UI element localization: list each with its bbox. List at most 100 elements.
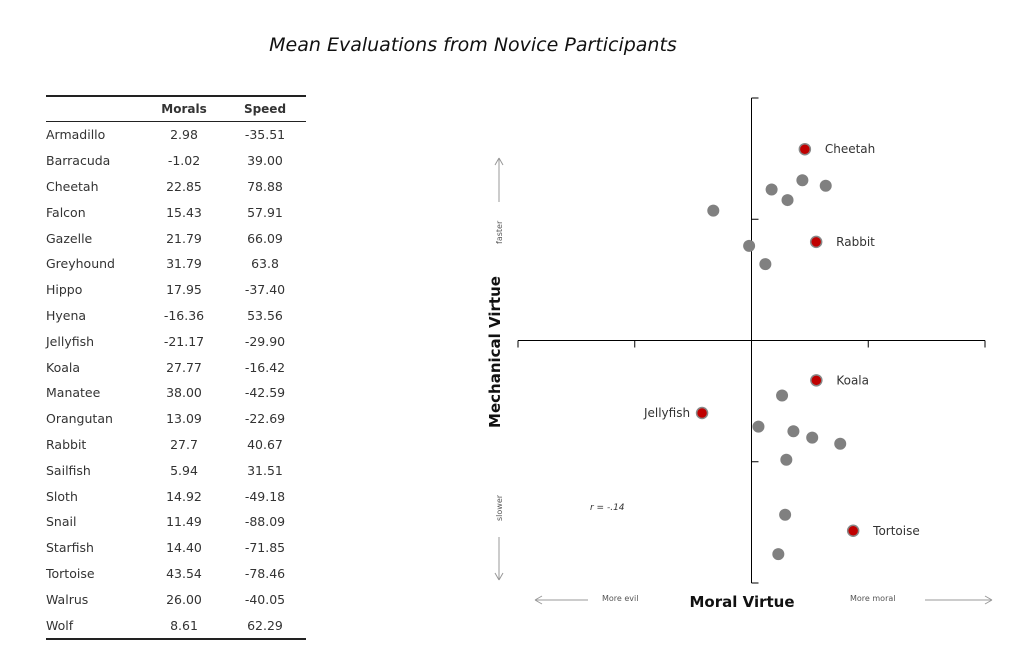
correlation-annotation: r = -.14 [590, 503, 625, 513]
table-row: Hyena -16.36 53.56 [46, 303, 306, 329]
table-row: Snail 11.49 -88.09 [46, 509, 306, 535]
data-point-highlight [798, 142, 812, 156]
cell-speed: -88.09 [244, 514, 286, 530]
cell-speed: 57.91 [247, 204, 283, 220]
data-point [759, 258, 772, 271]
data-point-label: Cheetah [825, 142, 875, 156]
header-speed: Speed [224, 95, 306, 122]
cell-morals: 14.92 [166, 488, 202, 504]
table-row: Hippo 17.95 -37.40 [46, 277, 306, 303]
cell-speed: -29.90 [244, 333, 286, 349]
cell-morals: 14.40 [166, 540, 202, 556]
cell-morals: 15.43 [166, 204, 202, 220]
cell-morals: 27.7 [170, 436, 198, 452]
arrow-right-head [984, 595, 993, 605]
cell-speed: 31.51 [247, 462, 283, 478]
chart-title: Mean Evaluations from Novice Participant… [269, 34, 677, 56]
data-point-highlight [846, 524, 860, 538]
label-more-moral: More moral [850, 594, 895, 603]
cell-morals: 26.00 [166, 591, 202, 607]
cell-animal: Barracuda [46, 153, 111, 169]
table-row: Jellyfish -21.17 -29.90 [46, 328, 306, 354]
cell-morals: 21.79 [166, 230, 202, 246]
cell-morals: -21.17 [163, 333, 205, 349]
data-point-highlight [809, 235, 823, 249]
cell-morals: 13.09 [166, 411, 202, 427]
arrow-down-head [494, 572, 504, 581]
cell-speed: -42.59 [244, 385, 286, 401]
data-point [752, 420, 765, 433]
cell-animal: Greyhound [46, 256, 115, 272]
data-point-label: Koala [836, 373, 869, 387]
table-row: Wolf 8.61 62.29 [46, 612, 306, 640]
cell-speed: -35.51 [244, 127, 286, 143]
data-point-label: Tortoise [872, 524, 920, 538]
data-point [780, 453, 793, 466]
cell-speed: 40.67 [247, 436, 283, 452]
header-morals: Morals [144, 95, 224, 122]
data-point [796, 174, 809, 187]
table-row: Starfish 14.40 -71.85 [46, 535, 306, 561]
label-more-evil: More evil [602, 594, 638, 603]
data-point-label: Rabbit [836, 235, 875, 249]
cell-morals: -1.02 [167, 153, 201, 169]
cell-animal: Tortoise [46, 565, 95, 581]
cell-animal: Hyena [46, 307, 87, 323]
cell-speed: -16.42 [244, 359, 286, 375]
data-point [743, 239, 756, 252]
cell-morals: 27.77 [166, 359, 202, 375]
cell-animal: Walrus [46, 591, 89, 607]
data-point [806, 431, 819, 444]
cell-animal: Snail [46, 514, 77, 530]
label-slower: slower [495, 494, 504, 521]
cell-morals: 38.00 [166, 385, 202, 401]
cell-speed: -78.46 [244, 565, 286, 581]
data-point-highlight [810, 374, 823, 387]
cell-morals: -16.36 [163, 307, 205, 323]
table-header-row: Morals Speed [46, 95, 306, 122]
table-row: Tortoise 43.54 -78.46 [46, 561, 306, 587]
cell-morals: 17.95 [166, 282, 202, 298]
cell-animal: Wolf [46, 612, 144, 640]
cell-animal: Cheetah [46, 178, 99, 194]
data-point [772, 548, 785, 561]
table-row: Walrus 26.00 -40.05 [46, 586, 306, 612]
data-point [707, 204, 720, 217]
table-row: Greyhound 31.79 63.8 [46, 251, 306, 277]
cell-speed: -22.69 [244, 411, 286, 427]
data-point [781, 194, 794, 207]
data-table: Morals Speed Armadillo 2.98 -35.51 Barracud… [46, 95, 306, 640]
table-row: Koala 27.77 -16.42 [46, 354, 306, 380]
cell-morals: 22.85 [166, 178, 202, 194]
table-row: Barracuda -1.02 39.00 [46, 148, 306, 174]
cell-animal: Orangutan [46, 411, 113, 427]
cell-morals: 11.49 [166, 514, 202, 530]
cell-animal: Hippo [46, 282, 83, 298]
data-point-label: Jellyfish [643, 406, 690, 420]
arrow-up-head [494, 157, 504, 166]
cell-animal: Armadillo [46, 127, 106, 143]
cell-speed: 63.8 [251, 256, 279, 272]
cell-animal: Jellyfish [46, 333, 95, 349]
cell-speed: 53.56 [247, 307, 283, 323]
cell-animal: Starfish [46, 540, 94, 556]
data-point [834, 437, 847, 450]
table-row: Sailfish 5.94 31.51 [46, 457, 306, 483]
cell-animal: Sailfish [46, 462, 91, 478]
table-row: Cheetah 22.85 78.88 [46, 174, 306, 200]
table-row: Rabbit 27.7 40.67 [46, 432, 306, 458]
cell-speed: -37.40 [244, 282, 286, 298]
table-row: Orangutan 13.09 -22.69 [46, 406, 306, 432]
data-point [819, 179, 832, 192]
label-faster: faster [495, 220, 504, 244]
cell-speed: 39.00 [247, 153, 283, 169]
y-axis-title: Mechanical Virtue [486, 276, 504, 428]
table-row: Armadillo 2.98 -35.51 [46, 122, 306, 148]
data-point [765, 183, 778, 196]
cell-animal: Sloth [46, 488, 78, 504]
table-row: Falcon 15.43 57.91 [46, 199, 306, 225]
cell-speed: -71.85 [244, 540, 286, 556]
cell-animal: Manatee [46, 385, 101, 401]
table-row: Manatee 38.00 -42.59 [46, 380, 306, 406]
